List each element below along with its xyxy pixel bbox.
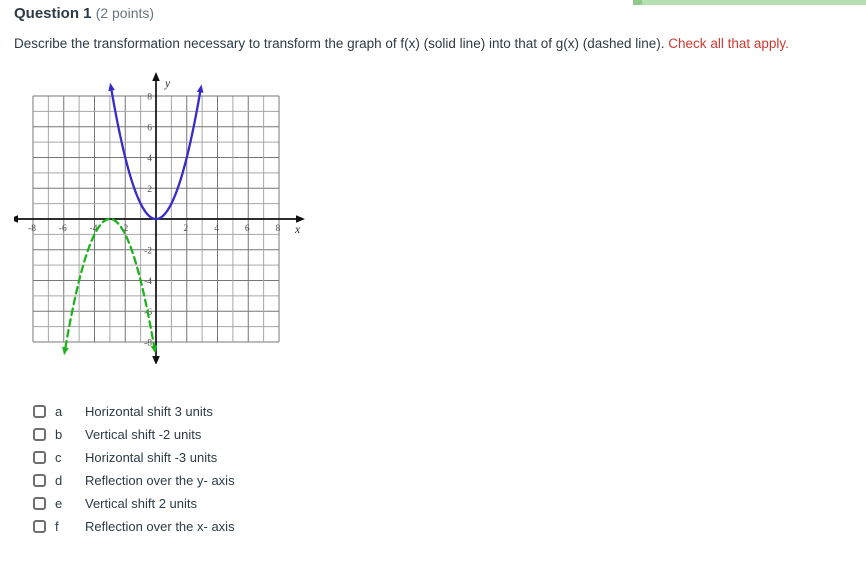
prompt-text: Describe the transformation necessary to… (14, 36, 669, 51)
option-label[interactable]: Reflection over the y- axis (85, 473, 235, 488)
option-label[interactable]: Vertical shift 2 units (85, 496, 197, 511)
checkbox-e[interactable] (33, 497, 46, 510)
arrowhead (196, 84, 204, 93)
svg-text:6: 6 (147, 123, 152, 133)
svg-text:-8: -8 (28, 224, 36, 234)
arrowhead (152, 356, 160, 365)
option-row-e: e Vertical shift 2 units (33, 492, 235, 515)
prompt-highlight: Check all that apply. (668, 36, 789, 51)
checkbox-a[interactable] (33, 405, 46, 418)
option-letter: e (55, 496, 63, 511)
svg-text:4: 4 (147, 154, 152, 164)
svg-text:-8: -8 (144, 339, 152, 349)
top-progress-bar (633, 0, 866, 5)
checkbox-f[interactable] (33, 520, 46, 533)
top-progress-bar-cap (633, 0, 642, 5)
checkbox-c[interactable] (33, 451, 46, 464)
option-letter: b (55, 427, 63, 442)
option-letter: f (55, 519, 59, 534)
checkbox-d[interactable] (33, 474, 46, 487)
transformation-graph: -8 -6 -4 -2 2 4 6 8 -8 -6 -4 -2 2 4 6 8 x y (9, 72, 306, 365)
option-letter: a (55, 404, 63, 419)
option-row-a: a Horizontal shift 3 units (33, 400, 235, 423)
svg-text:2: 2 (183, 224, 188, 234)
svg-text:4: 4 (214, 224, 219, 234)
svg-text:-4: -4 (90, 224, 98, 234)
option-label[interactable]: Vertical shift -2 units (85, 427, 202, 442)
svg-text:8: 8 (276, 224, 281, 234)
arrowhead (62, 346, 69, 356)
svg-text:-2: -2 (120, 224, 128, 234)
option-letter: c (55, 450, 62, 465)
option-label[interactable]: Reflection over the x- axis (85, 519, 235, 534)
y-axis-label: y (164, 78, 171, 90)
option-letter: d (55, 473, 63, 488)
svg-text:-2: -2 (144, 246, 152, 256)
option-row-f: f Reflection over the x- axis (33, 515, 235, 538)
svg-text:6: 6 (245, 224, 250, 234)
x-axis-label: x (294, 224, 301, 236)
svg-text:8: 8 (147, 93, 152, 103)
question-prompt: Describe the transformation necessary to… (14, 36, 789, 51)
option-row-b: b Vertical shift -2 units (33, 423, 235, 446)
answer-options: a Horizontal shift 3 units b Vertical shift… (33, 400, 235, 538)
svg-text:-4: -4 (144, 277, 152, 287)
f-curve-solid (110, 89, 202, 221)
g-curve-dashed (64, 217, 156, 349)
option-label[interactable]: Horizontal shift 3 units (85, 404, 213, 419)
question-points: (2 points) (95, 5, 155, 21)
option-row-d: d Reflection over the y- axis (33, 469, 235, 492)
svg-text:2: 2 (147, 185, 152, 195)
arrowhead (108, 82, 115, 92)
question-header: Question 1 (2 points) (14, 5, 154, 22)
arrowhead (150, 345, 158, 354)
option-row-c: c Horizontal shift -3 units (33, 446, 235, 469)
svg-text:-6: -6 (59, 224, 67, 234)
arrowhead (152, 72, 160, 81)
arrowhead (9, 215, 18, 223)
question-title: Question 1 (14, 5, 92, 22)
option-label[interactable]: Horizontal shift -3 units (85, 450, 218, 465)
checkbox-b[interactable] (33, 428, 46, 441)
arrowhead (296, 215, 305, 223)
